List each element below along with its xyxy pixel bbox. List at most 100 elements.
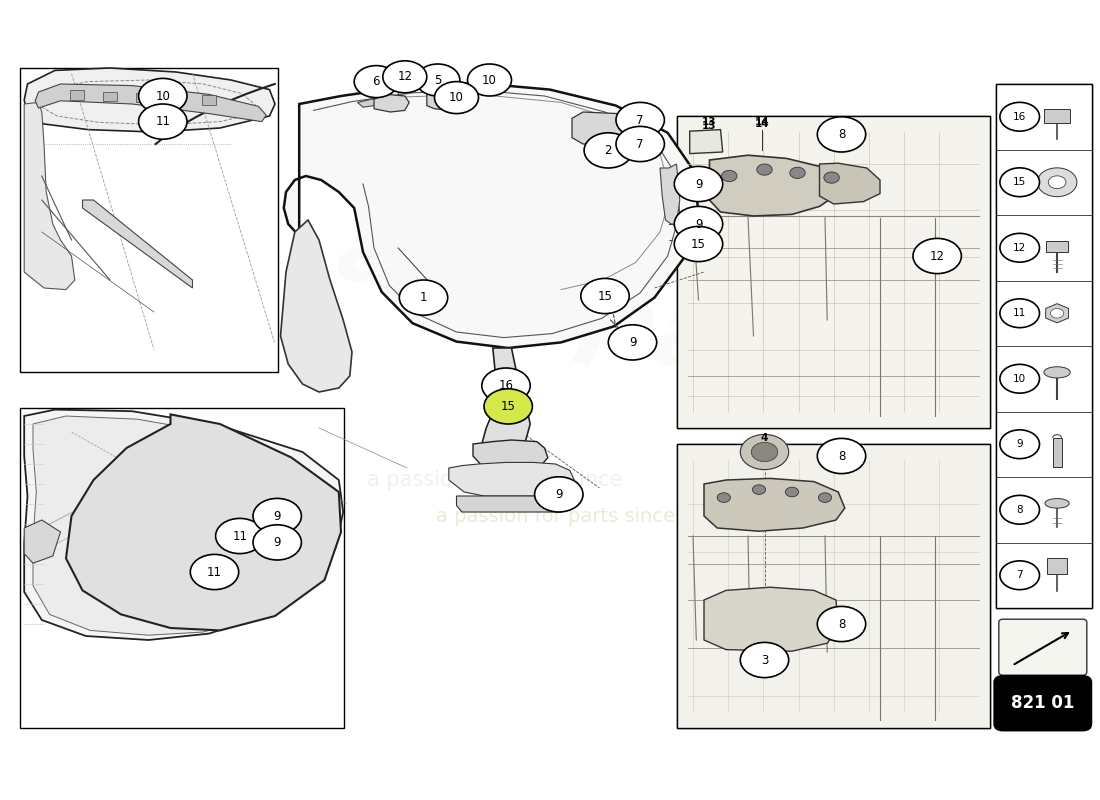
- Text: 14: 14: [755, 119, 770, 129]
- Polygon shape: [24, 102, 75, 290]
- Polygon shape: [704, 587, 838, 651]
- Polygon shape: [704, 478, 845, 531]
- Text: 10: 10: [155, 90, 170, 102]
- Text: 12: 12: [397, 70, 412, 83]
- Text: 3: 3: [761, 654, 768, 666]
- Bar: [70, 90, 84, 100]
- Ellipse shape: [1044, 366, 1070, 378]
- Bar: [676, 116, 990, 428]
- Bar: [996, 84, 1092, 608]
- Polygon shape: [820, 163, 880, 204]
- Bar: [20, 408, 344, 728]
- Circle shape: [139, 78, 187, 114]
- Circle shape: [717, 493, 730, 502]
- Polygon shape: [572, 112, 632, 144]
- Bar: [676, 116, 990, 428]
- Text: 7: 7: [637, 138, 644, 150]
- Text: 15: 15: [1013, 178, 1026, 187]
- Polygon shape: [427, 90, 475, 110]
- Text: 10: 10: [449, 91, 464, 104]
- Text: 9: 9: [695, 178, 702, 190]
- Text: 13: 13: [702, 122, 717, 131]
- Polygon shape: [24, 410, 343, 640]
- Circle shape: [790, 167, 805, 178]
- Polygon shape: [82, 200, 192, 288]
- Circle shape: [1000, 168, 1040, 197]
- Circle shape: [1048, 176, 1066, 189]
- Circle shape: [139, 104, 187, 139]
- Circle shape: [383, 61, 427, 93]
- Polygon shape: [1046, 304, 1068, 323]
- Text: 9: 9: [274, 510, 280, 522]
- Circle shape: [399, 280, 448, 315]
- Circle shape: [1000, 299, 1040, 328]
- Circle shape: [616, 102, 664, 138]
- Polygon shape: [710, 155, 836, 216]
- Circle shape: [751, 442, 778, 462]
- Text: 1: 1: [420, 291, 427, 304]
- Circle shape: [674, 166, 723, 202]
- Text: 821 01: 821 01: [1011, 694, 1075, 712]
- Circle shape: [1037, 168, 1077, 197]
- Circle shape: [740, 434, 789, 470]
- Circle shape: [581, 278, 629, 314]
- Circle shape: [253, 525, 301, 560]
- Circle shape: [1050, 309, 1064, 318]
- Polygon shape: [660, 164, 680, 224]
- FancyBboxPatch shape: [994, 676, 1091, 730]
- Text: 11: 11: [232, 530, 248, 542]
- Text: 10: 10: [482, 74, 497, 86]
- Circle shape: [1000, 234, 1040, 262]
- Polygon shape: [449, 462, 574, 496]
- Circle shape: [818, 493, 832, 502]
- Circle shape: [216, 518, 264, 554]
- FancyBboxPatch shape: [999, 619, 1087, 675]
- Text: 7: 7: [637, 114, 644, 126]
- Polygon shape: [24, 68, 275, 132]
- Circle shape: [190, 554, 239, 590]
- Text: autoparts: autoparts: [327, 202, 883, 438]
- Text: 4: 4: [761, 434, 768, 443]
- Text: 16: 16: [498, 379, 514, 392]
- Text: 9: 9: [556, 488, 562, 501]
- Bar: [1046, 241, 1068, 252]
- Text: 8: 8: [838, 450, 845, 462]
- Circle shape: [1000, 495, 1040, 524]
- Text: 12: 12: [1013, 242, 1026, 253]
- Circle shape: [757, 164, 772, 175]
- Bar: [676, 444, 990, 728]
- Circle shape: [584, 133, 632, 168]
- Circle shape: [482, 368, 530, 403]
- Bar: [202, 95, 216, 105]
- Text: 11: 11: [155, 115, 170, 128]
- Text: 2: 2: [605, 144, 612, 157]
- Text: 16: 16: [1013, 112, 1026, 122]
- Text: 15: 15: [597, 290, 613, 302]
- Text: 15: 15: [691, 238, 706, 250]
- Text: 9: 9: [274, 536, 280, 549]
- Bar: [1053, 438, 1062, 466]
- Circle shape: [253, 498, 301, 534]
- Text: a passion for parts since²85: a passion for parts since²85: [436, 506, 708, 526]
- Text: 15: 15: [500, 400, 516, 413]
- Circle shape: [674, 206, 723, 242]
- Text: 11: 11: [207, 566, 222, 578]
- Circle shape: [824, 172, 839, 183]
- Circle shape: [674, 226, 723, 262]
- Polygon shape: [284, 83, 698, 348]
- Text: 6: 6: [373, 75, 380, 88]
- Text: 14: 14: [755, 117, 770, 126]
- Polygon shape: [35, 84, 266, 122]
- Circle shape: [535, 477, 583, 512]
- Bar: [136, 93, 150, 102]
- Text: 9: 9: [695, 218, 702, 230]
- Ellipse shape: [1045, 498, 1069, 508]
- Bar: [169, 94, 183, 104]
- Circle shape: [740, 642, 789, 678]
- Bar: [103, 92, 117, 102]
- Bar: [1047, 558, 1067, 574]
- Circle shape: [785, 487, 799, 497]
- Polygon shape: [456, 496, 570, 512]
- Polygon shape: [482, 348, 530, 452]
- Text: 7: 7: [1016, 570, 1023, 580]
